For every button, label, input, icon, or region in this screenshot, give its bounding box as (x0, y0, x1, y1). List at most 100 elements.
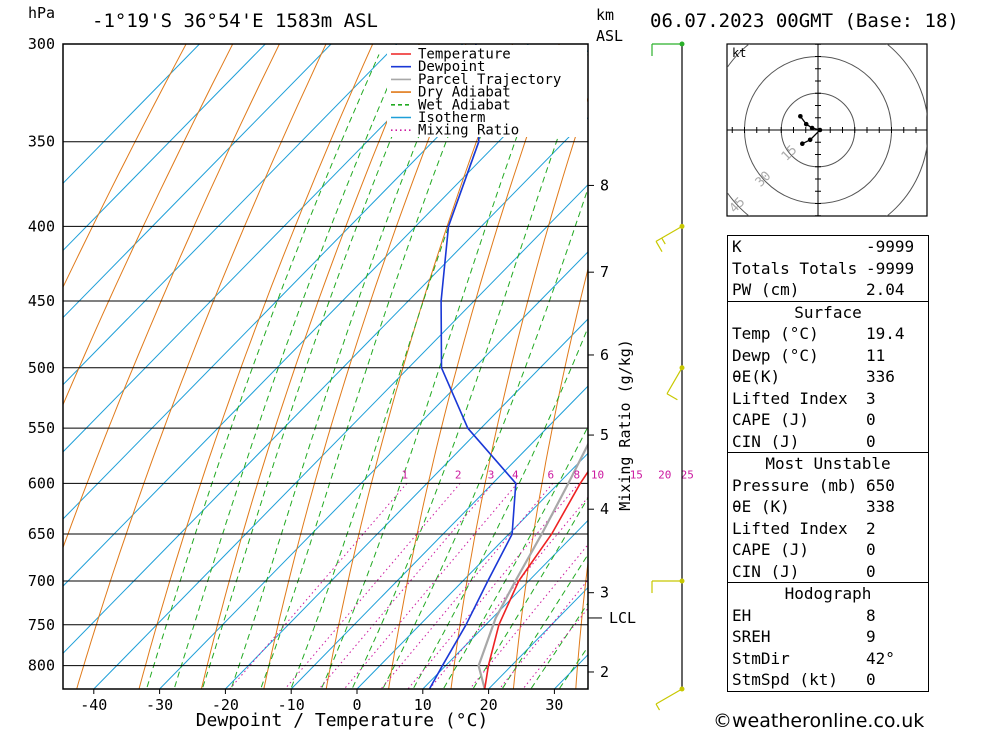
legend-entry: Isotherm (418, 110, 485, 126)
wind-barb-flag (655, 241, 663, 253)
legend-box (387, 45, 587, 137)
most-unstable-row: θE (K) 338 (728, 496, 928, 518)
weatheronline-credit[interactable]: ©weatheronline.co.uk (713, 710, 925, 732)
most-unstable-title: Most Unstable (728, 452, 928, 475)
dewpoint-profile (428, 44, 517, 689)
hodograph-index-row: StmDir 42° (728, 648, 928, 670)
mixing-ratio-line (229, 482, 408, 689)
hodograph-index-row: StmSpd (kt) 0 (728, 669, 928, 691)
wet-adiabat-line (145, 54, 380, 689)
mixing-ratio-line (499, 579, 588, 689)
hodograph-point (798, 113, 803, 119)
pressure-tick-label: 300 (28, 35, 55, 53)
location-title: -1°19'S 36°54'E 1583m ASL (92, 10, 378, 32)
parcel-trajectory-profile (477, 442, 588, 689)
index-label: Totals Totals (732, 258, 858, 278)
altitude-tick-label: 5 (600, 426, 609, 444)
isotherm-line (63, 44, 332, 319)
hodograph-index-label: SREH (732, 627, 771, 646)
wet-adiabat-line (412, 326, 588, 689)
hodograph-point (809, 125, 815, 131)
legend-entry: Wet Adiabat (418, 97, 511, 113)
temperature-profile (483, 470, 588, 689)
index-row: Totals Totals -9999 (728, 258, 928, 280)
most-unstable-value: 338 (866, 497, 895, 516)
isotherm-line (63, 49, 588, 587)
hodograph-point (817, 127, 823, 133)
wet-adiabat-line (173, 54, 403, 689)
hodograph-index-value: 9 (866, 627, 876, 646)
asl-unit-label: ASL (596, 27, 624, 45)
wet-adiabat-line (320, 54, 548, 689)
hodograph-index-value: 0 (866, 670, 876, 689)
most-unstable-value: 0 (866, 561, 876, 581)
altitude-axis: 8 7 6 5 4 3 2 LCL Mixing Ratio (g/kg) (588, 176, 636, 681)
temperature-tick-label: -10 (278, 696, 305, 714)
most-unstable-row: Pressure (mb) 650 (728, 475, 928, 497)
surface-row: Lifted Index 3 (728, 388, 928, 410)
surface-value: 0 (866, 410, 876, 429)
index-table: K -9999 Totals Totals -9999 PW (cm) 2.04 Surf… (727, 235, 929, 692)
mixing-ratio-line (343, 482, 518, 689)
dry-adiabat-line (512, 267, 588, 689)
mixing-ratio-labels: 1 2 3 4 6 8 10 15 20 25 (402, 468, 694, 481)
mixing-ratio-label: 10 (591, 468, 604, 481)
mixing-ratio-label: 15 (630, 468, 643, 481)
most-unstable-row: CIN (J) 0 (728, 561, 928, 583)
mixing-ratio-line (469, 543, 588, 689)
dry-adiabat-line (63, 44, 187, 289)
index-row: K -9999 (728, 236, 928, 258)
pressure-tick-label: 600 (28, 474, 55, 492)
temperature-tick-label: -30 (146, 696, 173, 714)
hodograph-index-value: 42° (866, 648, 895, 668)
x-axis-title: Dewpoint / Temperature (°C) (196, 710, 489, 731)
pressure-tick-label: 650 (28, 525, 55, 543)
surface-value: 3 (866, 388, 876, 408)
dry-adiabat-line (63, 44, 234, 406)
wind-profile (651, 41, 685, 711)
legend-entry: Dewpoint (418, 59, 485, 75)
altitude-tick-label: 7 (600, 263, 609, 281)
legend-entry: Mixing Ratio (418, 123, 519, 139)
temperature-tick-label: 0 (352, 696, 361, 714)
wet-adiabat-line (501, 553, 588, 689)
dry-adiabat-line (138, 44, 374, 689)
mixing-ratio-axis-title: Mixing Ratio (g/kg) (616, 339, 634, 511)
dry-adiabat-line (450, 96, 588, 689)
temperature-tick-label: 20 (480, 696, 498, 714)
hpa-unit-label: hPa (28, 4, 56, 22)
hodograph-index-row: SREH 9 (728, 626, 928, 648)
most-unstable-row: Lifted Index 2 (728, 518, 928, 540)
km-unit-label: km (596, 6, 615, 24)
hodograph-point (807, 137, 813, 143)
mixing-ratio-line (318, 482, 494, 689)
hodograph-title: Hodograph (728, 582, 928, 605)
mixing-ratio-line (284, 482, 461, 689)
pressure-tick-label: 750 (28, 616, 55, 634)
dry-adiabat-line (76, 44, 327, 689)
dry-adiabat-line (263, 44, 467, 689)
lcl-label: LCL (609, 609, 636, 627)
temperature-tick-label: -20 (212, 696, 239, 714)
surface-label: Dewp (°C) (732, 345, 819, 365)
surface-label: Lifted Index (732, 388, 848, 408)
dry-adiabat-line (325, 44, 514, 689)
altitude-tick-label: 2 (600, 663, 609, 681)
isotherm-line (63, 44, 464, 453)
wet-adiabat-line (351, 54, 588, 689)
most-unstable-label: Pressure (mb) (732, 475, 858, 495)
wind-barb-flag (661, 237, 666, 245)
pressure-tick-label: 500 (28, 359, 55, 377)
surface-row: CIN (J) 0 (728, 431, 928, 453)
wet-adiabat-line (230, 54, 453, 689)
wet-adiabat-line (472, 496, 588, 689)
pressure-tick-label: 350 (28, 133, 55, 151)
surface-label: Temp (°C) (732, 324, 819, 343)
dry-adiabat-line (575, 558, 588, 689)
wind-barb-flag (666, 393, 678, 401)
surface-value: 19.4 (866, 324, 905, 343)
hodograph-point (800, 141, 805, 147)
